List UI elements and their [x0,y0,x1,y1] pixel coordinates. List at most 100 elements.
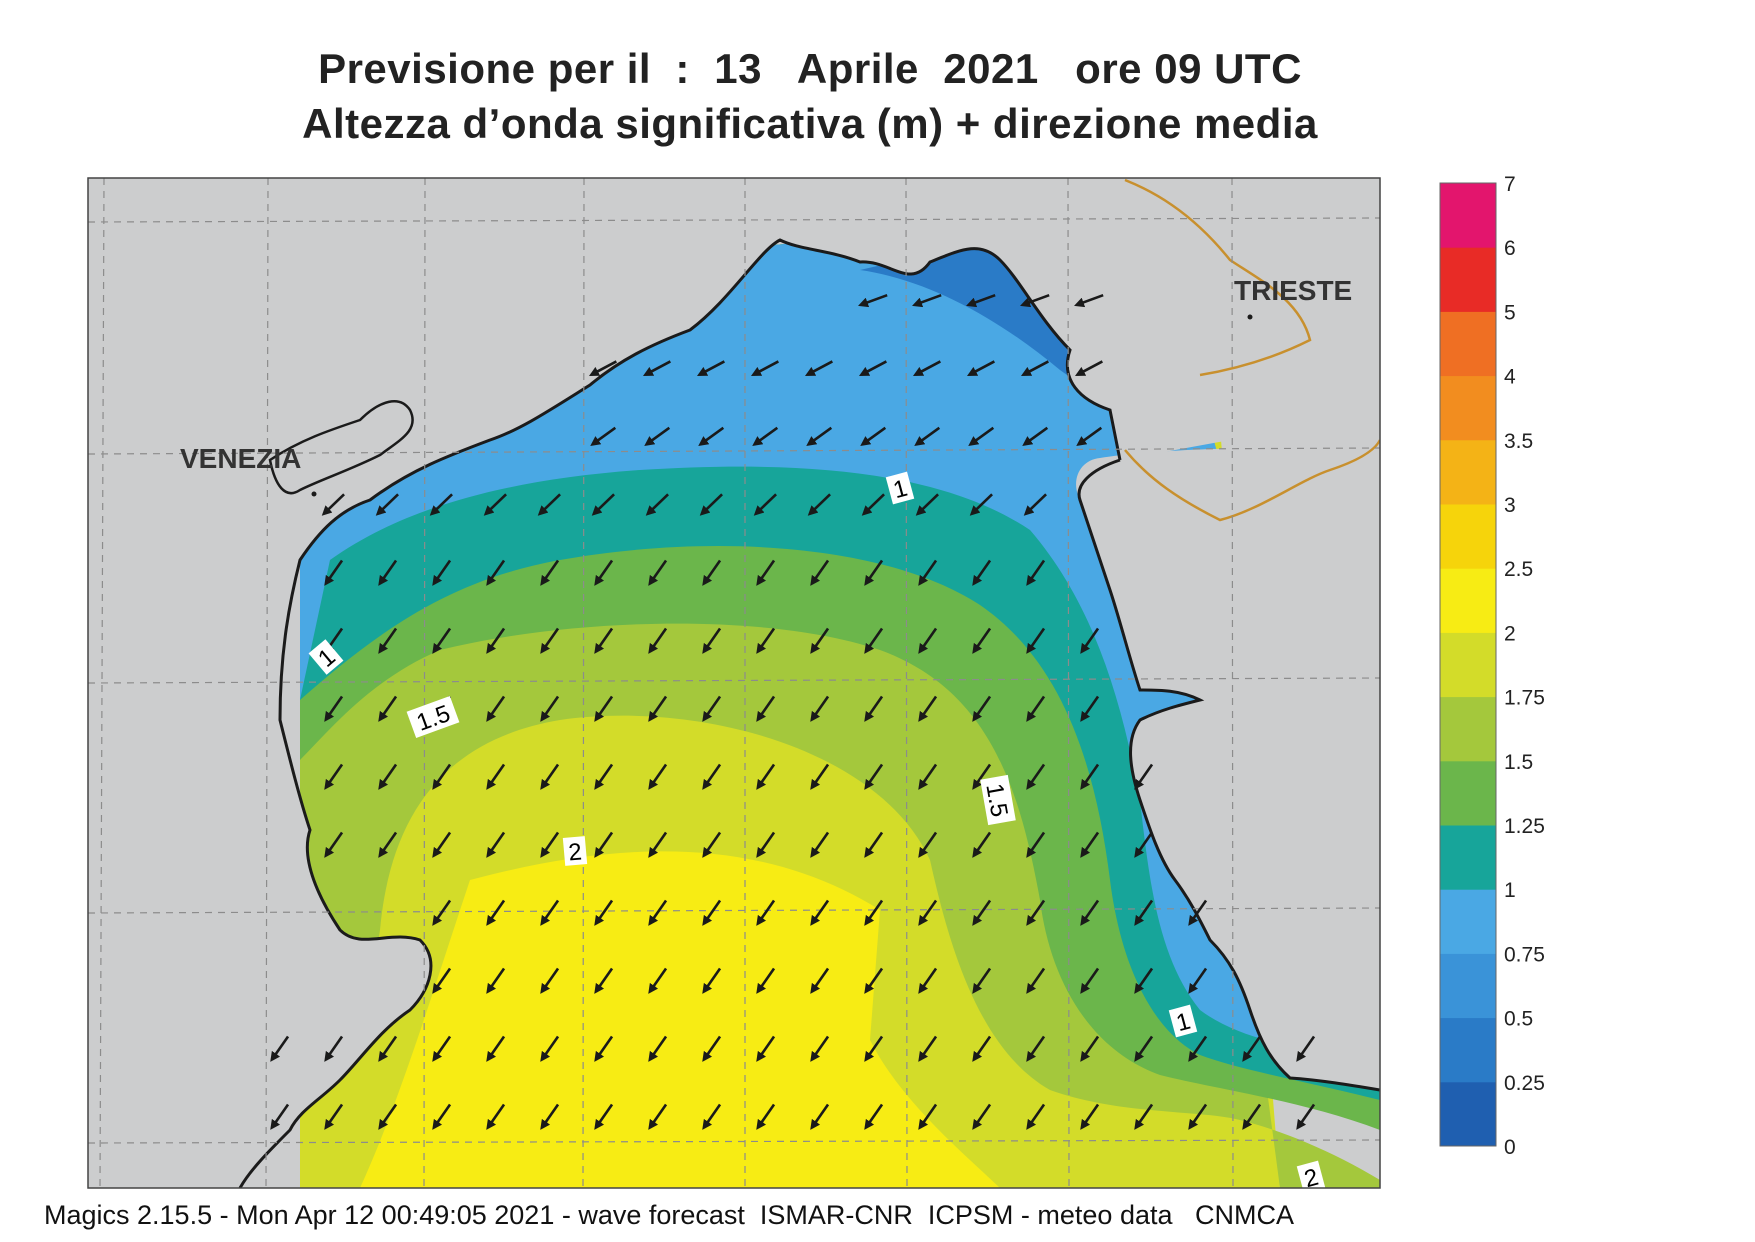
wave-direction-arrow [324,1035,344,1062]
wave-direction-arrow [1026,763,1046,790]
legend-level-label: 0.5 [1504,1008,1533,1031]
wave-direction-arrow [540,899,560,926]
wave-direction-arrow [864,967,884,994]
wave-direction-arrow [270,1103,290,1130]
contour-label-2-south: 2 [1296,1160,1326,1188]
wave-direction-arrow [540,831,560,858]
wave-direction-arrow [860,426,887,446]
land-west [88,720,431,1188]
legend-level-label: 2.5 [1504,558,1533,581]
legend-level-label: 3.5 [1504,430,1533,453]
wave-direction-arrow [486,831,506,858]
wave-direction-arrow [378,1035,398,1062]
wave-direction-arrow [1023,493,1047,516]
legend-swatch [1440,504,1496,569]
wave-direction-arrow [378,763,398,790]
footer-credits: Magics 2.15.5 - Mon Apr 12 00:49:05 2021… [44,1200,1295,1230]
wave-direction-arrow [378,1103,398,1130]
wave-direction-arrow [702,763,722,790]
coast-east-line [1077,458,1380,1092]
wave-direction-arrow [432,627,452,654]
legend-level-label: 7 [1504,173,1516,196]
wave-direction-arrow [702,1035,722,1062]
wave-direction-arrow [810,695,830,722]
contour-label-1-east: 1 [1168,1004,1198,1038]
sea-band-0.75-1 [300,210,1380,1060]
wave-direction-arrow [972,1035,992,1062]
city-marker-venezia [311,491,317,497]
legend-level-label: 0 [1504,1136,1516,1159]
wave-direction-arrow [590,426,617,446]
wave-direction-arrow [594,763,614,790]
wave-direction-arrow [648,627,668,654]
legend-swatch [1440,760,1496,826]
wave-direction-arrow [648,1035,668,1062]
wave-direction-arrow [594,559,614,586]
city-marker-trieste [1247,314,1253,320]
wave-direction-arrow [324,831,344,858]
wave-direction-arrow [432,1035,452,1062]
wave-direction-arrow [1080,695,1100,722]
legend-level-label: 1 [1504,879,1516,902]
coast-north-line [238,238,1122,1188]
wave-direction-arrow [1296,1035,1316,1062]
wave-direction-arrow [864,763,884,790]
city-label-venezia: VENEZIA [180,443,301,474]
wave-direction-arrow [1026,695,1046,722]
legend-swatch [1440,953,1496,1019]
wave-direction-arrow [864,695,884,722]
wave-direction-arrow [918,695,938,722]
wave-direction-arrow [540,627,560,654]
wave-direction-arrow [1134,831,1154,858]
wave-direction-arrow [864,627,884,654]
wave-direction-arrow [702,695,722,722]
contour-label-1.5-east: 1.5 [980,774,1016,826]
wave-direction-arrow [1022,426,1049,446]
wave-direction-arrow [702,1103,722,1130]
wave-direction-arrow [540,559,560,586]
contour-labels: 1 1 1.5 1.5 2 1 [308,471,1326,1188]
wave-direction-arrow [540,1035,560,1062]
wave-direction-arrow [858,360,887,376]
wave-direction-arrow [1026,627,1046,654]
wave-direction-arrows [270,293,1316,1130]
wave-direction-arrow [486,695,506,722]
wave-direction-arrow [756,967,776,994]
wave-direction-arrow [648,899,668,926]
wave-direction-arrow [486,967,506,994]
wave-direction-arrow [1188,967,1208,994]
wave-direction-arrow [972,695,992,722]
wave-direction-arrow [375,493,399,516]
wave-direction-arrow [594,627,614,654]
wave-direction-arrow [270,1035,290,1062]
wave-direction-arrow [594,967,614,994]
wave-direction-arrow [324,695,344,722]
wave-direction-arrow [756,559,776,586]
wave-direction-arrow [1074,360,1103,376]
wave-direction-arrow [972,763,992,790]
wave-direction-arrow [696,360,725,376]
wave-direction-arrow [810,899,830,926]
wave-direction-arrow [966,360,995,376]
city-label-trieste: TRIESTE [1234,275,1352,306]
wave-direction-arrow [702,967,722,994]
wave-direction-arrow [540,967,560,994]
wave-direction-arrow [1188,899,1208,926]
wave-direction-arrow [1080,1103,1100,1130]
wave-direction-arrow [1188,1035,1208,1062]
wave-direction-arrow [540,763,560,790]
wave-direction-arrow [591,493,615,516]
wave-direction-arrow [1134,763,1154,790]
wave-direction-arrow [918,763,938,790]
map-title-line2: Altezza d’onda significativa (m) + direz… [302,100,1318,147]
wave-direction-arrow [644,426,671,446]
wave-direction-arrow [918,559,938,586]
wave-direction-arrow [756,1103,776,1130]
land-east [1076,447,1380,1091]
wave-direction-arrow [810,627,830,654]
legend-swatch [1440,183,1496,248]
legend-level-label: 0.25 [1504,1072,1545,1095]
wave-direction-arrow [321,493,345,516]
wave-direction-arrow [810,1035,830,1062]
wave-direction-arrow [378,627,398,654]
